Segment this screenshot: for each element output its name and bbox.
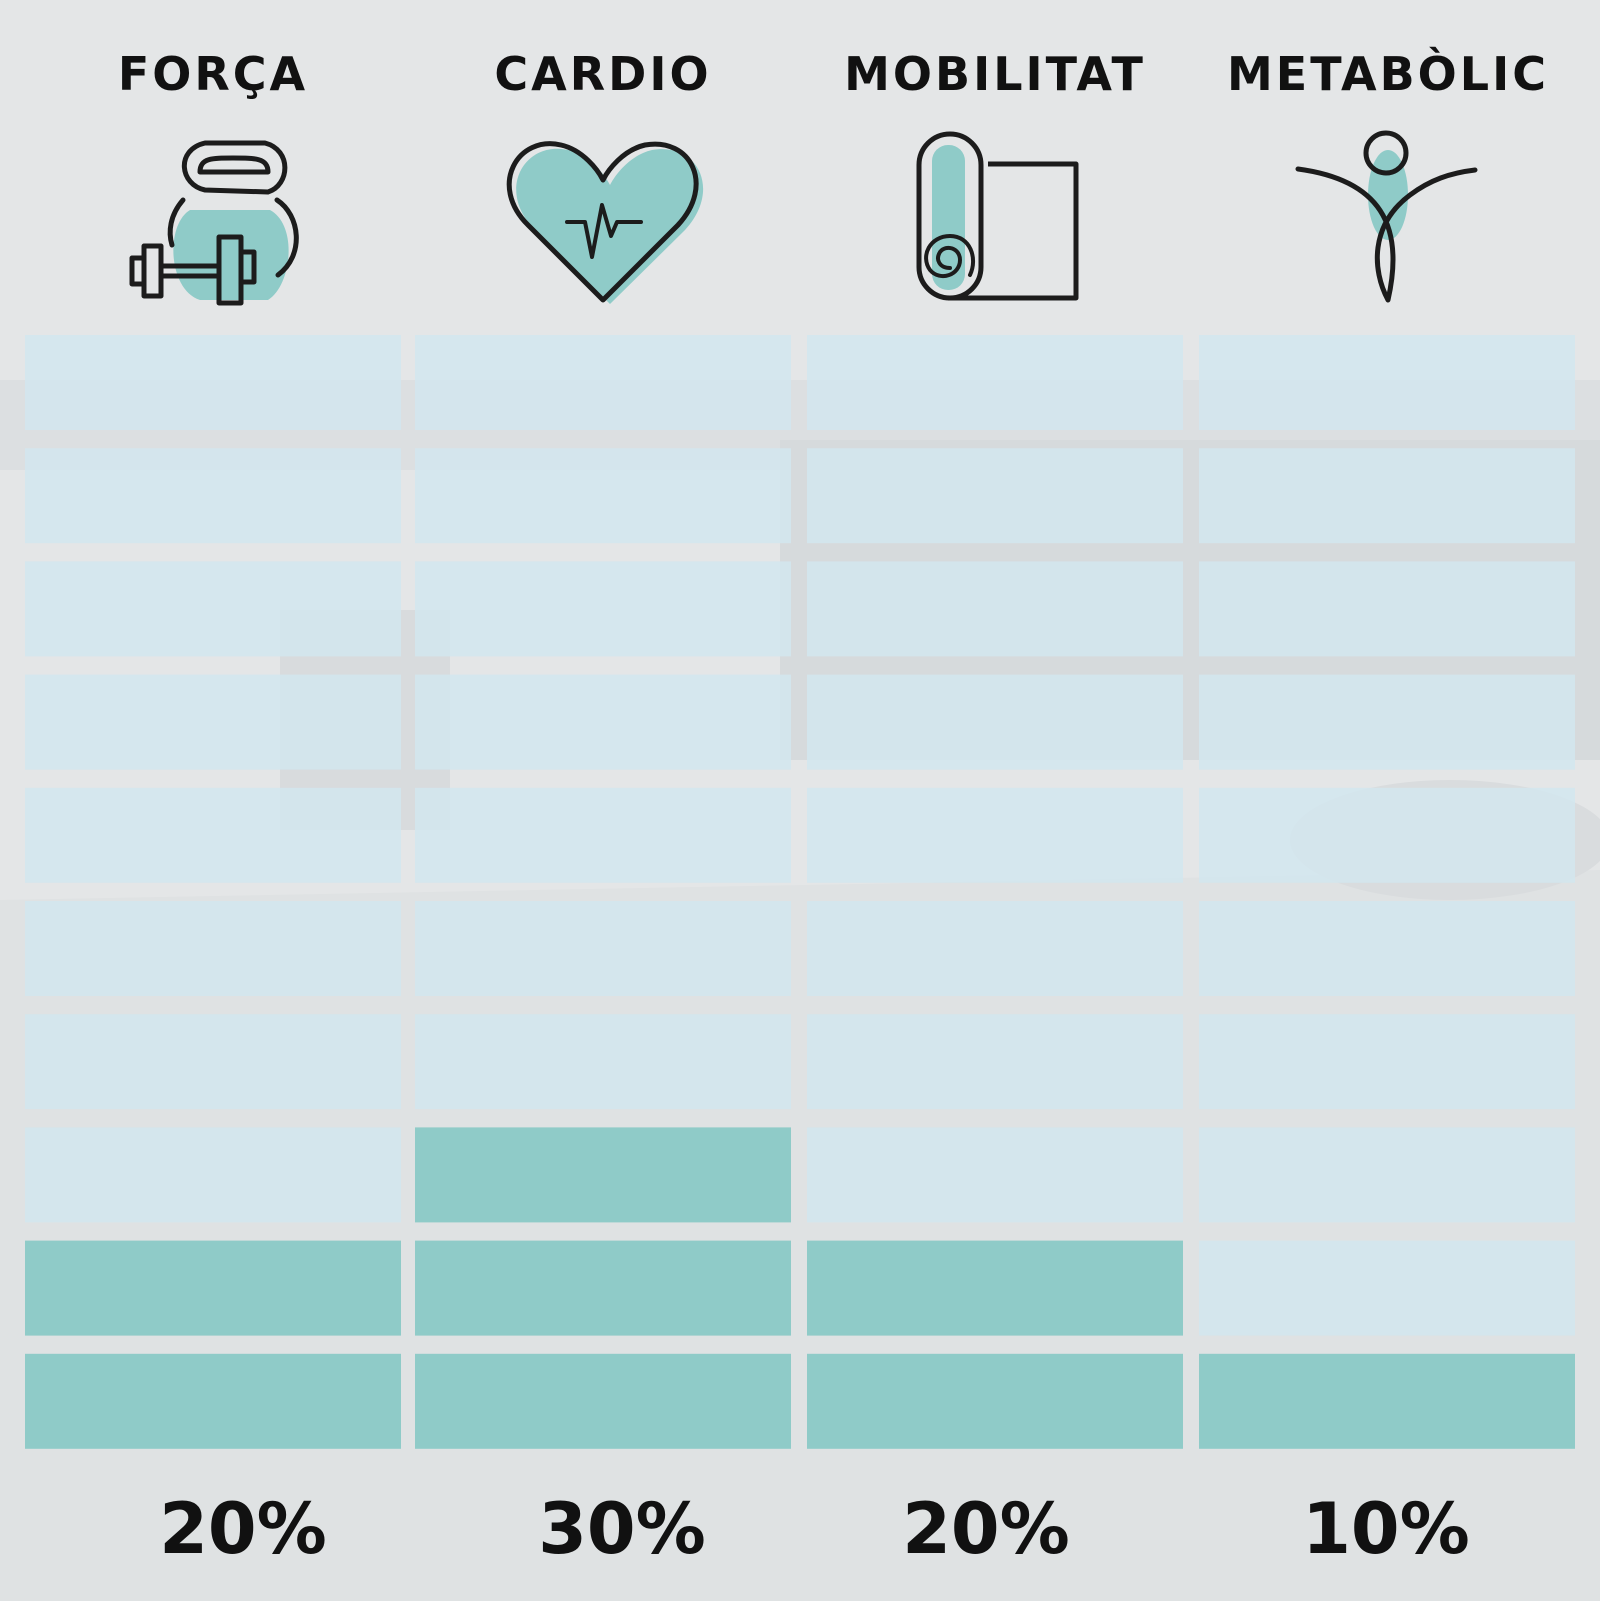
bar-segment-cardio-4-empty: [415, 1014, 791, 1110]
kettlebell-dumbbell-icon: [129, 140, 299, 306]
value-label-metabolic: 10%: [1302, 1488, 1470, 1570]
bar-segment-forca-4-empty: [25, 1014, 401, 1110]
bar-segment-forca-7-empty: [25, 674, 401, 770]
bar-segment-metabolic-1-filled: [1199, 1353, 1575, 1449]
bar-segment-mobilitat-6-empty: [807, 787, 1183, 883]
bar-segment-metabolic-7-empty: [1199, 674, 1575, 770]
heart-pulse-icon: [506, 141, 704, 304]
bar-segment-mobilitat-10-empty: [807, 335, 1183, 430]
bar-segment-forca-10-empty: [25, 335, 401, 430]
bar-segment-forca-6-empty: [25, 787, 401, 883]
person-figure-icon: [1295, 130, 1478, 303]
bar-segment-mobilitat-7-empty: [807, 674, 1183, 770]
bar-segment-mobilitat-4-empty: [807, 1014, 1183, 1110]
bar-segment-cardio-9-empty: [415, 448, 791, 544]
category-label-metabolic: METABÒLIC: [1227, 47, 1549, 101]
bar-segment-metabolic-9-empty: [1199, 448, 1575, 544]
value-label-mobilitat: 20%: [902, 1488, 1070, 1570]
value-label-cardio: 30%: [538, 1488, 706, 1570]
bar-segment-metabolic-5-empty: [1199, 901, 1575, 996]
bar-segment-metabolic-10-empty: [1199, 335, 1575, 430]
yoga-mat-icon: [916, 131, 1079, 301]
bar-segment-cardio-5-empty: [415, 901, 791, 996]
bar-segment-mobilitat-8-empty: [807, 561, 1183, 657]
bar-segment-metabolic-2-empty: [1199, 1240, 1575, 1336]
value-label-forca: 20%: [159, 1488, 327, 1570]
category-label-mobilitat: MOBILITAT: [844, 47, 1146, 101]
bar-segment-mobilitat-2-filled: [807, 1240, 1183, 1336]
bar-segment-cardio-6-empty: [415, 787, 791, 883]
bar-segment-cardio-7-empty: [415, 674, 791, 770]
bar-segment-metabolic-4-empty: [1199, 1014, 1575, 1110]
bar-segment-forca-5-empty: [25, 901, 401, 996]
bar-segment-cardio-3-filled: [415, 1127, 791, 1223]
bar-segment-metabolic-8-empty: [1199, 561, 1575, 657]
bar-segment-mobilitat-9-empty: [807, 448, 1183, 544]
bar-segments: [25, 335, 1575, 1449]
bar-segment-cardio-2-filled: [415, 1240, 791, 1336]
bar-segment-mobilitat-3-empty: [807, 1127, 1183, 1223]
bar-segment-metabolic-3-empty: [1199, 1127, 1575, 1223]
bar-segment-mobilitat-5-empty: [807, 901, 1183, 996]
bar-segment-cardio-1-filled: [415, 1353, 791, 1449]
bar-segment-forca-9-empty: [25, 448, 401, 544]
category-label-forca: FORÇA: [118, 47, 308, 101]
bar-segment-cardio-10-empty: [415, 335, 791, 430]
bar-segment-mobilitat-1-filled: [807, 1353, 1183, 1449]
bar-segment-forca-1-filled: [25, 1353, 401, 1449]
bar-segment-metabolic-6-empty: [1199, 787, 1575, 883]
bar-segment-forca-8-empty: [25, 561, 401, 657]
bar-segment-forca-2-filled: [25, 1240, 401, 1336]
bar-segment-cardio-8-empty: [415, 561, 791, 657]
bar-segment-forca-3-empty: [25, 1127, 401, 1223]
category-label-cardio: CARDIO: [494, 47, 711, 101]
